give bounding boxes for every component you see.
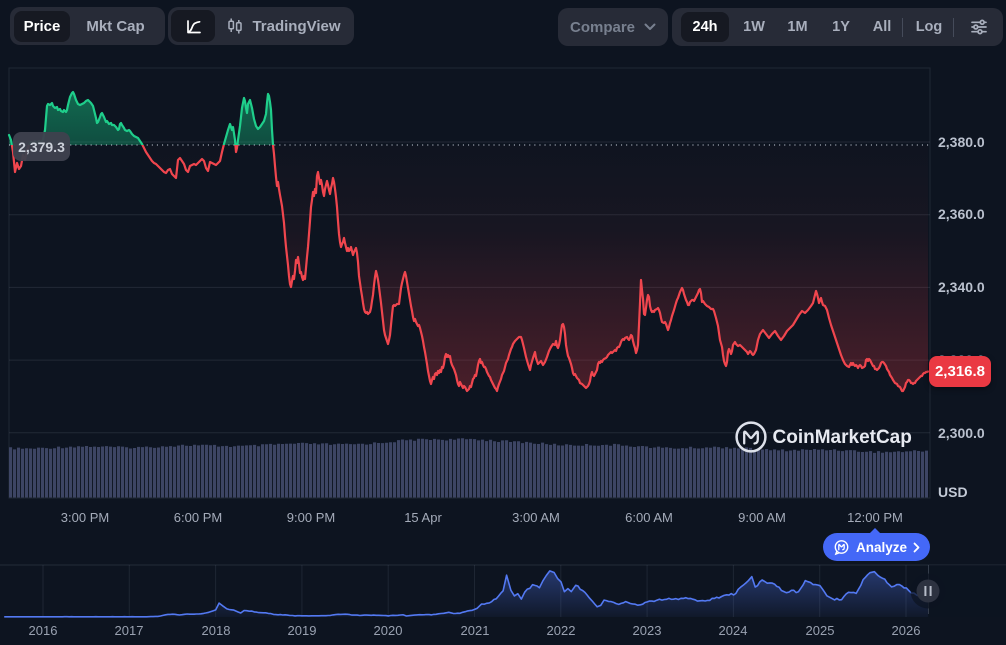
svg-text:CoinMarketCap: CoinMarketCap xyxy=(773,427,912,448)
